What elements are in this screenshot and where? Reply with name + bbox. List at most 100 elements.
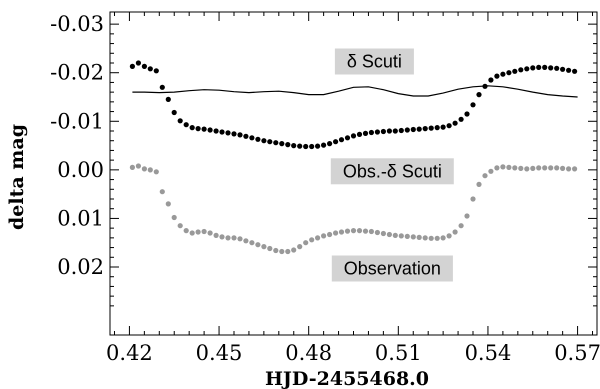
x-tick-label: 0.54 bbox=[465, 341, 512, 365]
data-point bbox=[524, 166, 530, 172]
data-point bbox=[428, 235, 434, 241]
data-point bbox=[171, 214, 177, 221]
data-point bbox=[470, 102, 476, 108]
data-point bbox=[303, 240, 309, 246]
data-point bbox=[315, 235, 321, 241]
data-point bbox=[237, 132, 243, 138]
data-point bbox=[213, 128, 219, 134]
y-tick-label: 0.02 bbox=[57, 255, 104, 279]
data-point bbox=[494, 165, 500, 171]
x-tick-label: 0.45 bbox=[196, 341, 243, 365]
data-point bbox=[398, 233, 404, 239]
data-point bbox=[273, 140, 279, 146]
data-point bbox=[321, 233, 327, 239]
data-point bbox=[566, 67, 572, 73]
data-point bbox=[392, 232, 398, 238]
data-point bbox=[572, 68, 578, 74]
data-point bbox=[243, 238, 249, 244]
y-tick-label: -0.02 bbox=[50, 61, 104, 85]
data-point bbox=[512, 165, 518, 171]
data-point bbox=[350, 228, 357, 234]
data-point bbox=[153, 68, 159, 74]
data-point bbox=[213, 232, 219, 238]
data-point bbox=[368, 228, 374, 235]
annotations: δ Scuti Obs.-δ Scuti Observation bbox=[330, 48, 454, 282]
annotation-obs-scuti: Obs.-δ Scuti bbox=[330, 158, 454, 185]
axes: 0.42 0.45 0.48 0.51 0.54 0.57 -0.03 -0.02 -0.01 0… bbox=[50, 11, 600, 365]
data-point bbox=[147, 66, 153, 72]
data-point bbox=[560, 66, 566, 72]
data-point bbox=[189, 125, 195, 131]
data-point bbox=[135, 60, 141, 66]
data-point bbox=[404, 127, 410, 133]
data-point bbox=[344, 228, 351, 234]
data-point bbox=[249, 240, 255, 246]
data-point bbox=[225, 235, 231, 241]
data-point bbox=[416, 234, 422, 240]
data-point bbox=[321, 142, 327, 148]
x-tick-label: 0.48 bbox=[285, 341, 332, 365]
data-point bbox=[536, 64, 542, 70]
y-axis-title: delta mag bbox=[6, 124, 28, 230]
plot-area bbox=[129, 60, 578, 255]
data-point bbox=[315, 143, 321, 149]
data-point bbox=[560, 165, 566, 171]
x-tick-label: 0.57 bbox=[554, 341, 600, 365]
series-line-scuti bbox=[132, 85, 578, 98]
data-point bbox=[374, 129, 380, 135]
data-point bbox=[189, 230, 195, 236]
data-point bbox=[201, 126, 207, 132]
data-point bbox=[195, 229, 201, 235]
x-tick-label: 0.51 bbox=[375, 341, 422, 365]
data-point bbox=[398, 127, 404, 134]
data-point bbox=[446, 233, 452, 239]
data-point bbox=[177, 223, 183, 229]
data-point bbox=[159, 84, 165, 90]
data-point bbox=[386, 128, 392, 134]
data-point bbox=[452, 229, 458, 235]
data-point bbox=[464, 111, 470, 117]
data-point bbox=[231, 131, 237, 137]
data-point bbox=[530, 65, 536, 71]
data-point bbox=[267, 139, 273, 145]
data-point bbox=[237, 236, 243, 242]
data-point bbox=[500, 164, 506, 170]
x-tick-label: 0.42 bbox=[106, 341, 153, 365]
data-point bbox=[554, 165, 560, 171]
data-point bbox=[506, 164, 512, 170]
data-point bbox=[512, 68, 518, 74]
data-point bbox=[476, 181, 482, 187]
data-point bbox=[279, 141, 285, 147]
data-point bbox=[434, 235, 440, 241]
data-point bbox=[297, 244, 303, 250]
data-point bbox=[267, 245, 273, 252]
data-point bbox=[255, 242, 261, 248]
series-scuti bbox=[132, 85, 578, 98]
data-point bbox=[231, 235, 237, 241]
data-point bbox=[303, 143, 309, 150]
y-tick-label: -0.03 bbox=[50, 12, 104, 36]
data-point bbox=[243, 133, 249, 139]
y-tick-label: -0.01 bbox=[50, 109, 104, 133]
data-point bbox=[165, 201, 171, 207]
data-point bbox=[327, 141, 333, 147]
data-point bbox=[554, 65, 560, 71]
annotation-box bbox=[330, 158, 454, 185]
data-point bbox=[542, 165, 548, 171]
data-point bbox=[201, 228, 207, 235]
y-tick-label: 0.01 bbox=[57, 206, 104, 230]
annotation-observation: Observation bbox=[331, 255, 453, 282]
data-point bbox=[530, 165, 536, 171]
data-point bbox=[195, 126, 201, 132]
data-point bbox=[333, 230, 339, 236]
data-point bbox=[279, 248, 285, 255]
annotation-label: Obs.-δ Scuti bbox=[343, 161, 442, 181]
data-point bbox=[350, 133, 357, 139]
data-point bbox=[440, 124, 446, 130]
data-point bbox=[548, 165, 554, 171]
data-point bbox=[225, 130, 231, 136]
data-point bbox=[458, 116, 464, 122]
data-point bbox=[338, 229, 345, 235]
data-point bbox=[141, 63, 147, 69]
